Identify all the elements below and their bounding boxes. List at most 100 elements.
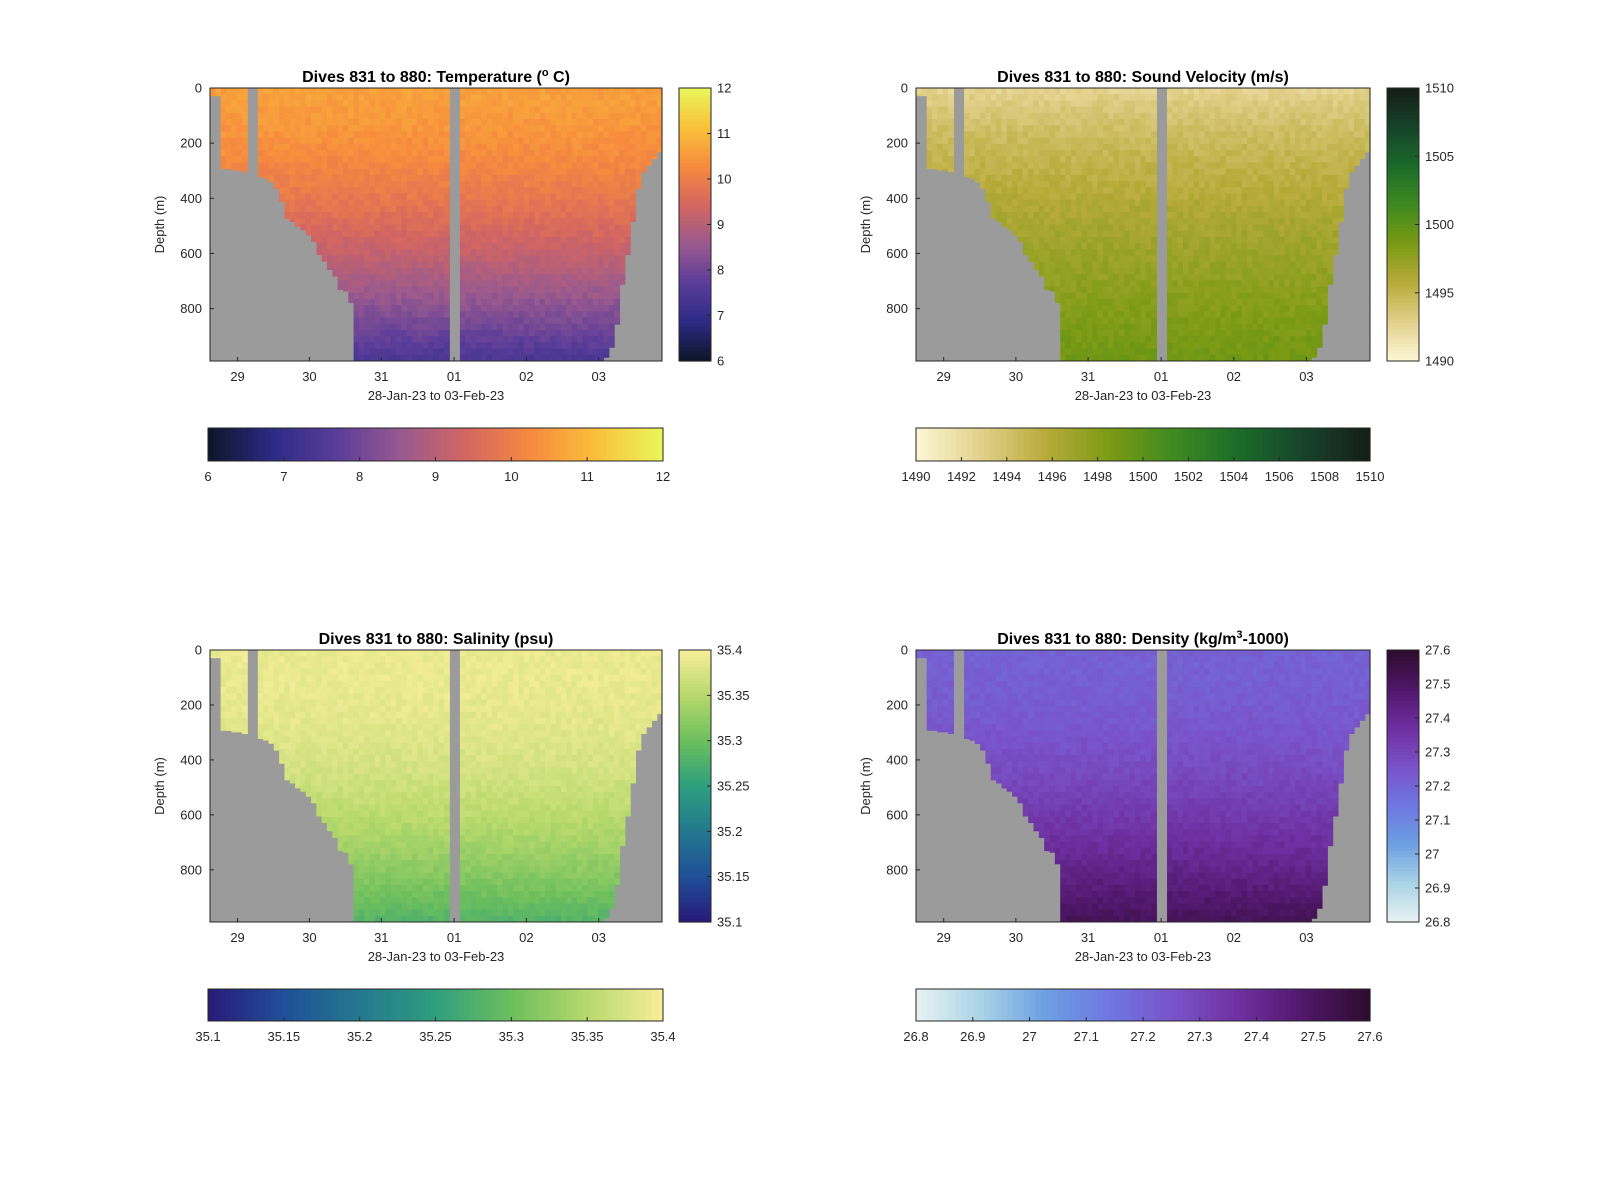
x-axis-label: 28-Jan-23 to 03-Feb-23 [1075,949,1212,964]
y-tick-label: 400 [180,752,202,767]
x-tick-label: 02 [1227,369,1241,384]
colorbar-tick-label: 27.4 [1425,711,1450,726]
colorbar-tick-label: 11 [717,126,731,141]
y-tick-label: 0 [901,643,908,658]
x-tick-label: 29 [936,930,950,945]
vertical-colorbar: 26.8 26.9 27 27.1 27.2 27.3 27.4 27.5 27.6 [1386,643,1450,930]
heatmap-cells [210,88,663,361]
chart-title: Dives 831 to 880: Temperature (o C) [302,67,570,86]
colorbar-tick-label: 12 [717,81,731,96]
vertical-colorbar: 6 7 8 9 10 11 12 [678,81,731,369]
colorbar-tick-label: 35.15 [717,869,750,884]
axes-box [915,649,1371,923]
y-axis-label: Depth (m) [858,196,873,254]
colorbar-tick-label: 27.5 [1301,1029,1326,1044]
colorbar-tick-label: 35.25 [419,1029,452,1044]
colorbar-tick-label: 6 [717,354,724,369]
x-tick-label: 01 [1154,369,1168,384]
heatmap-cells [916,650,1371,922]
y-tick-label: 600 [886,246,908,261]
colorbar-tick-label: 12 [656,469,670,484]
y-axis-label: Depth (m) [858,757,873,815]
colorbar-tick-label: 27 [1425,847,1439,862]
heatmap-cells [210,650,663,922]
panel-2: Dives 831 to 880: Sound Velocity (m/s)02… [858,69,1454,484]
colorbar-tick-label: 27.2 [1425,779,1450,794]
x-tick-label: 30 [302,930,316,945]
axes-box [209,649,663,923]
colorbar-tick-label: 7 [717,308,724,323]
horizontal-colorbar: 26.8 26.9 27 27.1 27.2 27.3 27.4 27.5 27.6 [903,988,1383,1044]
colorbar-tick-label: 1502 [1174,469,1203,484]
y-tick-label: 200 [180,697,202,712]
y-tick-label: 0 [901,81,908,96]
axes-box [915,87,1371,362]
colorbar-tick-label: 1504 [1219,469,1248,484]
x-tick-label: 02 [519,369,533,384]
colorbar-tick-label: 26.8 [1425,915,1450,930]
x-tick-label: 30 [302,369,316,384]
x-tick-label: 01 [1154,930,1168,945]
colorbar-tick-label: 27.6 [1357,1029,1382,1044]
colorbar-tick-label: 35.2 [717,824,742,839]
y-tick-label: 800 [180,301,202,316]
x-tick-label: 31 [1081,369,1095,384]
y-tick-label: 200 [886,697,908,712]
colorbar-tick-label: 26.9 [1425,881,1450,896]
colorbar-tick-label: 9 [432,469,439,484]
x-tick-label: 29 [230,930,244,945]
y-tick-label: 800 [180,862,202,877]
colorbar-tick-label: 6 [204,469,211,484]
x-tick-label: 30 [1009,930,1023,945]
colorbar-tick-label: 35.35 [571,1029,604,1044]
colorbar-tick-label: 26.8 [903,1029,928,1044]
colorbar-tick-label: 1498 [1083,469,1112,484]
y-tick-label: 0 [195,81,202,96]
chart-title: Dives 831 to 880: Density (kg/m3-1000) [997,629,1289,648]
x-axis-label: 28-Jan-23 to 03-Feb-23 [368,388,505,403]
colorbar-tick-label: 1500 [1129,469,1158,484]
colorbar-tick-label: 1500 [1425,217,1454,232]
colorbar-tick-label: 35.3 [499,1029,524,1044]
horizontal-colorbar: 1490 1492 1494 1496 1498 1500 1502 1504 1506 1508… [902,427,1385,484]
colorbar-tick-label: 35.3 [717,733,742,748]
x-tick-label: 29 [230,369,244,384]
colorbar-tick-label: 8 [717,263,724,278]
colorbar-tick-label: 35.1 [195,1029,220,1044]
chart-title: Dives 831 to 880: Salinity (psu) [319,631,554,648]
y-tick-label: 200 [180,136,202,151]
colorbar-tick-label: 35.25 [717,779,750,794]
horizontal-colorbar: 35.1 35.15 35.2 35.25 35.3 35.35 35.4 [195,988,676,1044]
x-tick-label: 29 [936,369,950,384]
colorbar-tick-label: 1495 [1425,285,1454,300]
x-tick-label: 30 [1009,369,1023,384]
colorbar-tick-label: 10 [504,469,518,484]
colorbar-tick-label: 10 [717,172,731,187]
y-tick-label: 200 [886,136,908,151]
colorbar-tick-label: 26.9 [960,1029,985,1044]
y-tick-label: 0 [195,643,202,658]
y-tick-label: 600 [180,246,202,261]
colorbar-tick-label: 1508 [1310,469,1339,484]
y-tick-label: 400 [180,191,202,206]
colorbar-tick-label: 1510 [1356,469,1385,484]
chart-title: Dives 831 to 880: Sound Velocity (m/s) [997,69,1289,86]
panel-3: Dives 831 to 880: Salinity (psu) 0 200 400 6… [152,631,750,1044]
y-tick-label: 800 [886,862,908,877]
y-tick-label: 600 [886,807,908,822]
horizontal-colorbar: 6 7 8 9 10 11 12 [204,427,670,484]
x-axis-label: 28-Jan-23 to 03-Feb-23 [368,949,505,964]
colorbar-tick-label: 27.3 [1425,745,1450,760]
colorbar-tick-label: 27.3 [1187,1029,1212,1044]
y-tick-label: 400 [886,752,908,767]
colorbar-tick-label: 8 [356,469,363,484]
colorbar-tick-label: 9 [717,217,724,232]
vertical-colorbar: 1490 1495 1500 1505 1510 [1386,81,1454,369]
colorbar-tick-label: 1510 [1425,81,1454,96]
colorbar-tick-label: 35.4 [717,643,742,658]
colorbar-tick-label: 27.5 [1425,677,1450,692]
colorbar-tick-label: 35.15 [268,1029,301,1044]
axes-box [209,87,663,362]
panel-4: Dives 831 to 880: Density (kg/m3-1000) 0 2… [858,629,1450,1044]
x-tick-label: 31 [374,930,388,945]
